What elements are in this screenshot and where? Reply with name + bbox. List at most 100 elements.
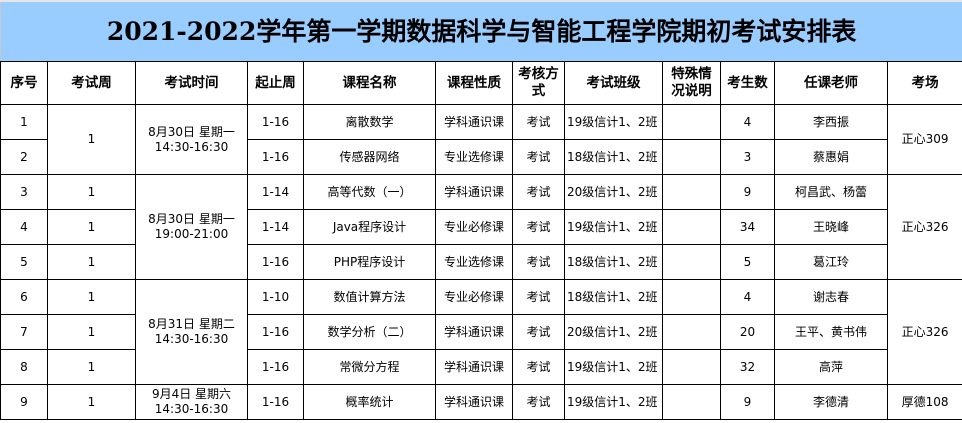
cell-teacher[interactable]: 葛江玲 [774,244,888,280]
header-assessment-method[interactable]: 考核方式 [512,61,565,105]
cell-course-name[interactable]: 数值计算方法 [303,279,436,315]
cell-course-name[interactable]: 常微分方程 [303,349,436,385]
cell-exam-week[interactable]: 1 [47,279,136,315]
cell-week-range[interactable]: 1-16 [247,349,304,385]
cell-student-count[interactable]: 4 [720,104,775,140]
cell-teacher[interactable]: 王晓峰 [774,209,888,245]
cell-course-type[interactable]: 学科通识课 [435,384,513,420]
cell-course-name[interactable]: 传感器网络 [303,139,436,175]
cell-teacher[interactable]: 高萍 [774,349,888,385]
cell-student-count[interactable]: 3 [720,139,775,175]
cell-course-type[interactable]: 专业选修课 [435,139,513,175]
cell-course-name[interactable]: 高等代数（一） [303,174,436,210]
cell-assessment-method[interactable]: 考试 [512,384,565,420]
cell-exam-class[interactable]: 18级信计1、2班 [564,244,663,280]
cell-exam-time[interactable]: 9月4日 星期六 14:30-16:30 [135,384,248,420]
header-course-type[interactable]: 课程性质 [435,61,513,105]
cell-course-name[interactable]: 概率统计 [303,384,436,420]
cell-seq[interactable]: 2 [0,139,48,175]
cell-exam-week[interactable]: 1 [47,104,136,175]
cell-course-type[interactable]: 专业必修课 [435,279,513,315]
header-seq[interactable]: 序号 [0,61,48,105]
cell-student-count[interactable]: 9 [720,384,775,420]
cell-seq[interactable]: 7 [0,314,48,350]
header-exam-time[interactable]: 考试时间 [135,61,248,105]
cell-course-name[interactable]: 离散数学 [303,104,436,140]
cell-assessment-method[interactable]: 考试 [512,349,565,385]
cell-exam-class[interactable]: 18级信计1、2班 [564,139,663,175]
cell-teacher[interactable]: 蔡惠娟 [774,139,888,175]
cell-seq[interactable]: 3 [0,174,48,210]
cell-exam-week[interactable]: 1 [47,209,136,245]
cell-exam-time[interactable]: 8月30日 星期一 19:00-21:00 [135,174,248,280]
cell-assessment-method[interactable]: 考试 [512,244,565,280]
cell-student-count[interactable]: 34 [720,209,775,245]
cell-exam-class[interactable]: 19级信计1、2班 [564,384,663,420]
cell-exam-room[interactable]: 正心326 [886,279,962,385]
cell-exam-class[interactable]: 18级信计1、2班 [564,279,663,315]
cell-exam-class[interactable]: 19级信计1、2班 [564,209,663,245]
cell-course-name[interactable]: PHP程序设计 [303,244,436,280]
cell-week-range[interactable]: 1-14 [247,174,304,210]
cell-exam-week[interactable]: 1 [47,174,136,210]
cell-week-range[interactable]: 1-16 [247,314,304,350]
cell-student-count[interactable]: 5 [720,244,775,280]
cell-course-type[interactable]: 学科通识课 [435,174,513,210]
header-special-note[interactable]: 特殊情况说明 [662,61,721,105]
cell-exam-room[interactable]: 正心326 [886,174,962,280]
cell-course-name[interactable]: 数学分析（二） [303,314,436,350]
cell-student-count[interactable]: 9 [720,174,775,210]
cell-exam-class[interactable]: 20级信计1、2班 [564,314,663,350]
cell-seq[interactable]: 8 [0,349,48,385]
cell-exam-class[interactable]: 20级信计1、2班 [564,174,663,210]
cell-week-range[interactable]: 1-10 [247,279,304,315]
cell-special-note[interactable] [662,349,721,385]
cell-seq[interactable]: 4 [0,209,48,245]
cell-assessment-method[interactable]: 考试 [512,139,565,175]
cell-special-note[interactable] [662,139,721,175]
cell-exam-class[interactable]: 19级信计1、2班 [564,349,663,385]
cell-course-type[interactable]: 专业必修课 [435,209,513,245]
cell-teacher[interactable]: 柯昌武、杨蕾 [774,174,888,210]
cell-student-count[interactable]: 4 [720,279,775,315]
cell-special-note[interactable] [662,244,721,280]
cell-seq[interactable]: 1 [0,104,48,140]
cell-week-range[interactable]: 1-16 [247,104,304,140]
sheet-title[interactable]: 2021-2022学年第一学期数据科学与智能工程学院期初考试安排表 [0,2,962,62]
header-week-range[interactable]: 起止周 [247,61,304,105]
cell-exam-week[interactable]: 1 [47,349,136,385]
cell-week-range[interactable]: 1-16 [247,139,304,175]
cell-course-type[interactable]: 学科通识课 [435,104,513,140]
cell-seq[interactable]: 9 [0,384,48,420]
cell-teacher[interactable]: 李德清 [774,384,888,420]
cell-special-note[interactable] [662,174,721,210]
header-exam-room[interactable]: 考场 [886,61,962,105]
cell-teacher[interactable]: 李西振 [774,104,888,140]
cell-special-note[interactable] [662,104,721,140]
cell-exam-week[interactable]: 1 [47,314,136,350]
cell-seq[interactable]: 5 [0,244,48,280]
cell-special-note[interactable] [662,314,721,350]
cell-exam-time[interactable]: 8月30日 星期一 14:30-16:30 [135,104,248,175]
cell-seq[interactable]: 6 [0,279,48,315]
cell-special-note[interactable] [662,209,721,245]
cell-exam-week[interactable]: 1 [47,244,136,280]
cell-special-note[interactable] [662,384,721,420]
cell-teacher[interactable]: 谢志春 [774,279,888,315]
cell-exam-time[interactable]: 8月31日 星期二 14:30-16:30 [135,279,248,385]
cell-special-note[interactable] [662,279,721,315]
cell-assessment-method[interactable]: 考试 [512,174,565,210]
cell-week-range[interactable]: 1-16 [247,244,304,280]
cell-week-range[interactable]: 1-14 [247,209,304,245]
cell-course-type[interactable]: 学科通识课 [435,314,513,350]
cell-assessment-method[interactable]: 考试 [512,279,565,315]
cell-student-count[interactable]: 32 [720,349,775,385]
cell-assessment-method[interactable]: 考试 [512,314,565,350]
cell-student-count[interactable]: 20 [720,314,775,350]
cell-teacher[interactable]: 王平、黄书伟 [774,314,888,350]
header-student-count[interactable]: 考生数 [720,61,775,105]
cell-course-type[interactable]: 专业选修课 [435,244,513,280]
cell-exam-room[interactable]: 厚德108 [886,384,962,420]
header-exam-class[interactable]: 考试班级 [564,61,663,105]
cell-assessment-method[interactable]: 考试 [512,209,565,245]
